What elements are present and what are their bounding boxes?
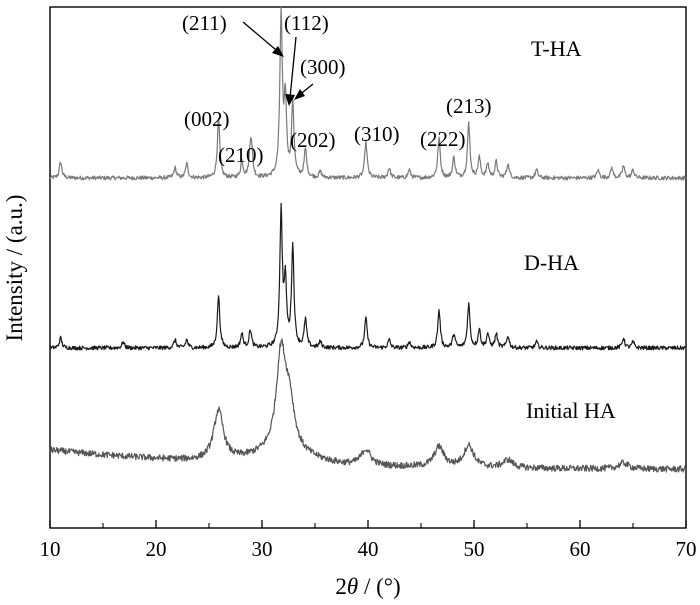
peak-label-222: (222) xyxy=(420,127,466,151)
x-tick-label: 10 xyxy=(40,537,61,561)
x-axis-label: 2θ / (°) xyxy=(335,574,400,599)
peak-label-202: (202) xyxy=(290,128,336,152)
series-label-d-ha: D-HA xyxy=(524,250,579,275)
x-tick-label: 20 xyxy=(146,537,167,561)
series-traces xyxy=(49,6,687,473)
peak-label-300: (300) xyxy=(300,55,346,79)
series-label-initial-ha: Initial HA xyxy=(526,398,616,423)
x-tick-label: 30 xyxy=(252,537,273,561)
plot-frame xyxy=(49,6,687,529)
peak-label-210: (210) xyxy=(218,143,264,167)
peak-label-211: (211) xyxy=(182,11,227,35)
arrow-112 xyxy=(289,36,297,99)
peak-label-112: (112) xyxy=(284,11,329,35)
plot-area xyxy=(49,6,687,529)
series-label-t-ha: T-HA xyxy=(531,36,582,61)
arrowhead-300 xyxy=(294,89,305,100)
peak-annotations: (211) (112) (300) (002) (210) (202) (310… xyxy=(182,11,492,167)
y-axis-label: Intensity / (a.u.) xyxy=(2,195,27,342)
x-tick-label: 70 xyxy=(676,537,697,561)
x-tick-label: 40 xyxy=(358,537,379,561)
arrowhead-211 xyxy=(272,46,284,57)
peak-label-002: (002) xyxy=(184,107,230,131)
x-axis-ticks: 10 20 30 40 50 60 70 xyxy=(40,520,697,561)
peak-label-310: (310) xyxy=(354,122,400,146)
series-labels: T-HA D-HA Initial HA xyxy=(524,36,616,423)
arrowhead-112 xyxy=(285,94,295,106)
series-line-t-ha xyxy=(49,6,687,181)
x-tick-label: 50 xyxy=(464,537,485,561)
x-tick-label: 60 xyxy=(570,537,591,561)
series-line-d-ha xyxy=(49,202,687,351)
peak-label-213: (213) xyxy=(446,94,492,118)
series-line-initial-ha xyxy=(49,338,687,473)
